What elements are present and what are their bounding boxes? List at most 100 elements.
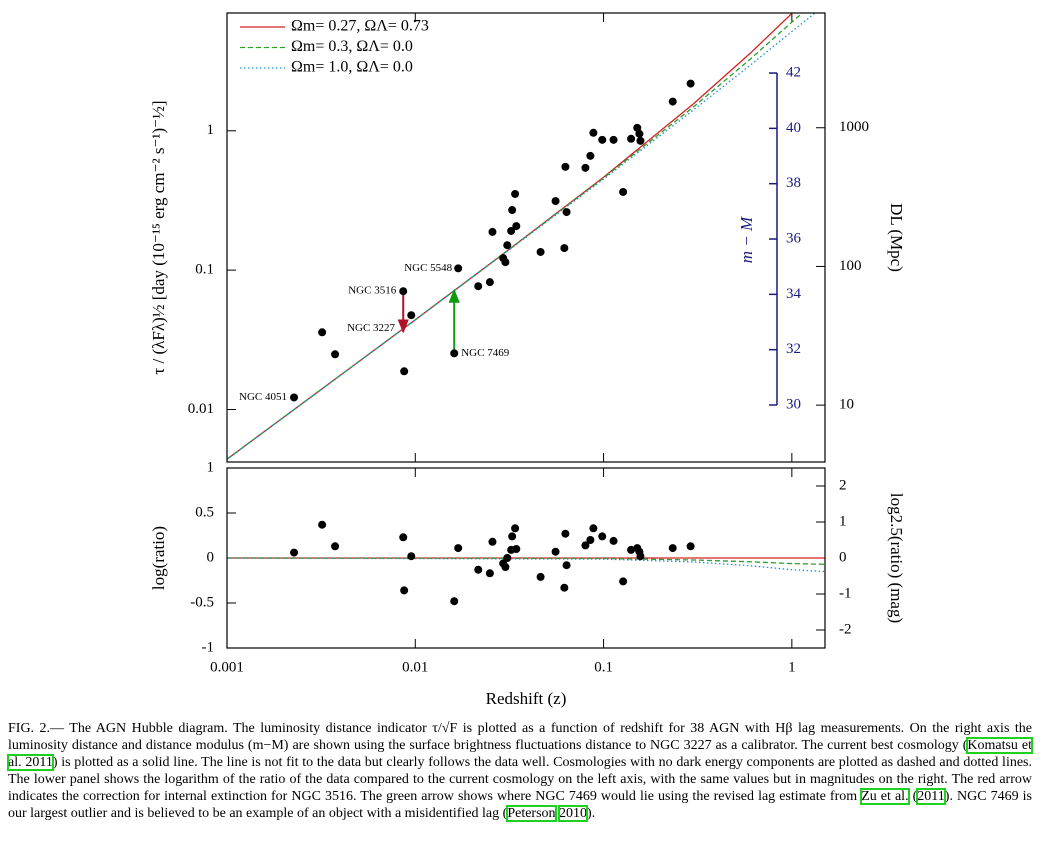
y3-tick-label: 30 — [786, 396, 801, 412]
y3-tick-label: 40 — [786, 120, 801, 136]
data-point — [636, 552, 645, 561]
data-point — [627, 134, 636, 143]
annotation: NGC 3516 — [348, 285, 396, 297]
data-point — [609, 135, 618, 144]
annotation: NGC 4051 — [239, 391, 287, 403]
data-point — [407, 311, 416, 320]
caption: FIG. 2.— The AGN Hubble diagram. The lum… — [7, 720, 1033, 822]
data-point — [400, 586, 409, 595]
data-point — [562, 561, 571, 570]
frame — [226, 12, 826, 463]
plot-area — [227, 13, 816, 460]
data-point — [488, 227, 497, 236]
y3-tick-label: 42 — [786, 64, 801, 80]
citation-link[interactable]: Zu et al. — [860, 788, 910, 805]
data-point — [485, 569, 494, 578]
data-point — [512, 222, 521, 231]
legend-label: Ωm= 0.3, ΩΛ= 0.0 — [291, 38, 413, 55]
y-tick-label: 1 — [207, 459, 215, 475]
data-point — [586, 151, 595, 160]
annotation: NGC 5548 — [404, 262, 452, 274]
y2-tick-label: -1 — [839, 585, 852, 601]
caption-text: FIG. 2.— The AGN Hubble diagram. The lum… — [8, 721, 1032, 753]
data-point — [508, 206, 517, 215]
y3-tick-label: 36 — [786, 230, 802, 246]
data-point — [627, 545, 636, 554]
data-point — [331, 542, 340, 551]
plot-area — [227, 520, 825, 606]
data-point — [501, 563, 510, 571]
data-point — [474, 565, 483, 574]
y2-tick-label: -2 — [839, 621, 852, 637]
panel: 0.001 0.01 0.1 1 -1 -0.5 0 0.5 1 -2 -1 0 1 2 log(ratio… — [149, 459, 906, 707]
data-point — [635, 129, 644, 138]
legend-label: Ωm= 1.0, ΩΛ= 0.0 — [291, 59, 413, 76]
y2-tick-label: 2 — [839, 477, 847, 493]
data-point — [454, 264, 463, 273]
data-point — [485, 278, 494, 287]
data-point — [581, 541, 590, 550]
x-axis-label: Redshift (z) — [486, 689, 567, 708]
data-point — [589, 524, 598, 533]
data-point — [400, 367, 409, 376]
y2-tick-label: 100 — [839, 258, 862, 274]
y-tick-label: -1 — [202, 639, 215, 655]
data-point — [668, 544, 677, 553]
data-point — [581, 163, 590, 172]
data-point — [511, 189, 520, 198]
data-point — [399, 533, 408, 542]
data-point — [619, 577, 628, 586]
data-point — [536, 247, 545, 256]
data-point — [598, 532, 607, 541]
data-point — [589, 128, 598, 137]
data-point — [450, 349, 459, 358]
y3-axis-label: m − M — [737, 216, 756, 263]
caption-text: ). — [587, 806, 596, 821]
y3-tick-label: 38 — [786, 175, 801, 191]
data-point — [290, 393, 299, 402]
data-point — [586, 536, 595, 544]
x-tick-label: 0.001 — [210, 659, 244, 675]
y2-tick-label: 1 — [839, 513, 847, 529]
x-tick-label: 1 — [788, 659, 796, 675]
data-point — [503, 241, 512, 250]
frame — [226, 467, 826, 649]
y-tick-label: -0.5 — [190, 594, 214, 610]
data-point — [512, 545, 521, 553]
y2-tick-label: 1000 — [839, 119, 869, 135]
data-point — [407, 552, 416, 561]
data-point — [551, 547, 560, 556]
caption-text: ( — [908, 789, 918, 804]
caption-text: ). NGC 7469 is our largest outlier and i… — [8, 789, 1033, 821]
data-point — [686, 542, 695, 551]
data-point — [561, 529, 570, 538]
data-point — [562, 208, 571, 217]
annotation: NGC 7469 — [461, 347, 509, 359]
x-tick-label: 0.01 — [402, 659, 428, 675]
citation-link[interactable]: 2010 — [558, 805, 589, 822]
y3-tick-label: 32 — [786, 341, 801, 357]
data-point — [560, 244, 569, 253]
data-point — [488, 537, 497, 546]
y2-tick-label: 0 — [839, 549, 847, 565]
model-line — [227, 557, 825, 573]
y-tick-label: 1 — [207, 122, 215, 138]
data-point — [501, 258, 510, 267]
data-point — [636, 136, 645, 145]
data-point — [503, 554, 512, 562]
y-tick-label: 0.1 — [195, 262, 214, 278]
y2-axis-label: log2.5(ratio) (mag) — [887, 493, 906, 623]
citation-link[interactable]: Peterson — [506, 805, 557, 822]
y-tick-label: 0.5 — [195, 504, 214, 520]
data-point — [450, 597, 459, 606]
citation-link[interactable]: 2011 — [916, 788, 946, 805]
citation-link[interactable]: Komatsu et al. 2011 — [7, 737, 1033, 771]
data-point — [508, 532, 517, 541]
data-point — [511, 524, 520, 533]
model-line — [227, 557, 825, 565]
y-tick-label: 0.01 — [188, 401, 214, 417]
data-point — [454, 544, 463, 553]
legend-label: Ωm= 0.27, ΩΛ= 0.73 — [291, 18, 429, 35]
data-point — [318, 520, 327, 529]
